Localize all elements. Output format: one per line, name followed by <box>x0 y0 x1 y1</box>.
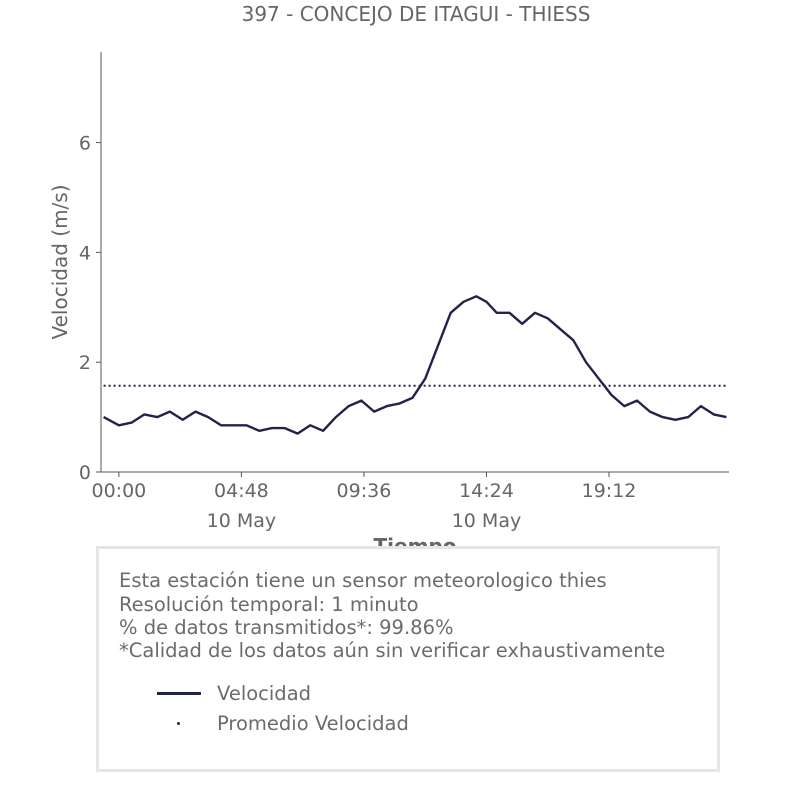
legend-label: Promedio Velocidad <box>217 712 409 735</box>
x-tick-label: 00:00 <box>91 480 146 502</box>
legend-item-velocidad: Velocidad <box>157 682 657 706</box>
x-tick-label: 09:36 <box>337 480 392 502</box>
x-tick-date-label: 10 May <box>452 510 522 532</box>
plot-area <box>103 295 727 435</box>
y-axis-label: Velocidad (m/s) <box>48 184 72 339</box>
y-tick-label: 2 <box>79 352 91 374</box>
legend-item-promedio: Promedio Velocidad <box>157 712 657 736</box>
y-tick-label: 4 <box>79 242 91 264</box>
chart-title: 397 - CONCEJO DE ITAGUI - THIESS <box>242 2 591 26</box>
series-line-velocidad <box>103 295 727 435</box>
info-quality-note: *Calidad de los datos aún sin verificar … <box>119 639 666 662</box>
y-tick-label: 0 <box>79 462 91 484</box>
legend-solid-line-icon <box>157 692 201 695</box>
info-transmission-text: % de datos transmitidos*: 99.86% <box>119 616 454 639</box>
x-tick-label: 19:12 <box>582 480 637 502</box>
y-tick-label: 6 <box>79 133 91 155</box>
x-axis-ticks: 00:00 04:48 10 May 09:36 14:24 10 May 19:12 <box>91 472 636 532</box>
y-axis-ticks: 0 2 4 6 <box>79 133 101 484</box>
info-box: Esta estación tiene un sensor meteorolog… <box>96 546 720 772</box>
legend-dot-icon <box>177 722 180 725</box>
legend-label: Velocidad <box>217 682 312 705</box>
x-tick-date-label: 10 May <box>207 510 277 532</box>
info-sensor-text: Esta estación tiene un sensor meteorolog… <box>119 569 607 592</box>
x-tick-label: 14:24 <box>459 480 514 502</box>
x-tick-label: 04:48 <box>214 480 269 502</box>
info-resolution-text: Resolución temporal: 1 minuto <box>119 593 419 616</box>
